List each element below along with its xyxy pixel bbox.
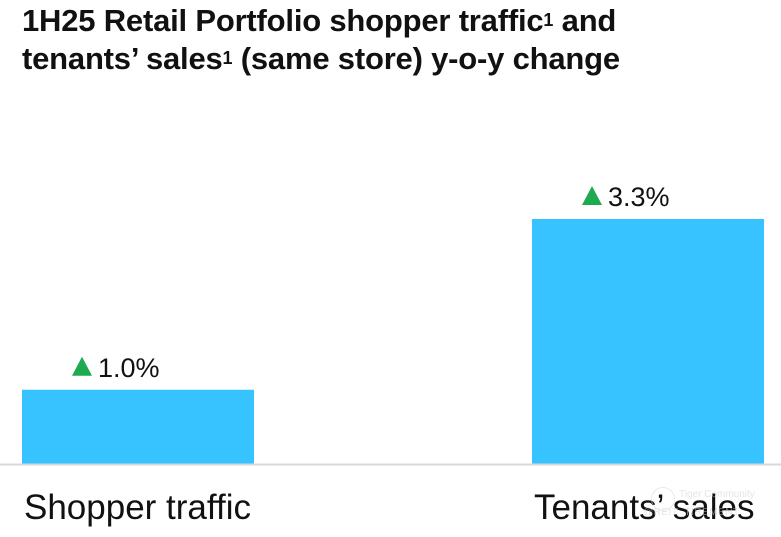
category-label-2: Tenants’ sales	[534, 488, 755, 527]
title-line-1-end: and	[553, 3, 617, 38]
title-line-1: 1H25 Retail Portfolio shopper traffic1 a…	[22, 2, 772, 40]
title-line-2-end: (same store) y-o-y change	[232, 41, 620, 76]
bar-2	[532, 219, 764, 464]
title-line-2: tenants’ sales1 (same store) y-o-y chang…	[22, 40, 772, 78]
up-triangle-icon	[582, 186, 602, 205]
title-footnote-2: 1	[222, 48, 233, 68]
data-label-1: 1.0%	[98, 353, 160, 383]
watermark-logo-icon	[651, 487, 675, 511]
category-label-1: Shopper traffic	[24, 488, 251, 527]
watermark-line-2: @REIT_TIREMENT	[643, 507, 740, 518]
up-triangle-icon	[72, 356, 92, 376]
data-label-2: 3.3%	[608, 182, 670, 212]
watermark-line-1: Tiger Community	[679, 489, 755, 500]
chart-title: 1H25 Retail Portfolio shopper traffic1 a…	[22, 2, 772, 78]
title-line-1-text: 1H25 Retail Portfolio shopper traffic	[22, 3, 544, 38]
watermark: Tiger Community @REIT_TIREMENT	[643, 485, 767, 525]
bar-1	[22, 389, 254, 464]
title-line-2-text: tenants’ sales	[22, 41, 223, 76]
title-footnote-1: 1	[543, 10, 554, 30]
